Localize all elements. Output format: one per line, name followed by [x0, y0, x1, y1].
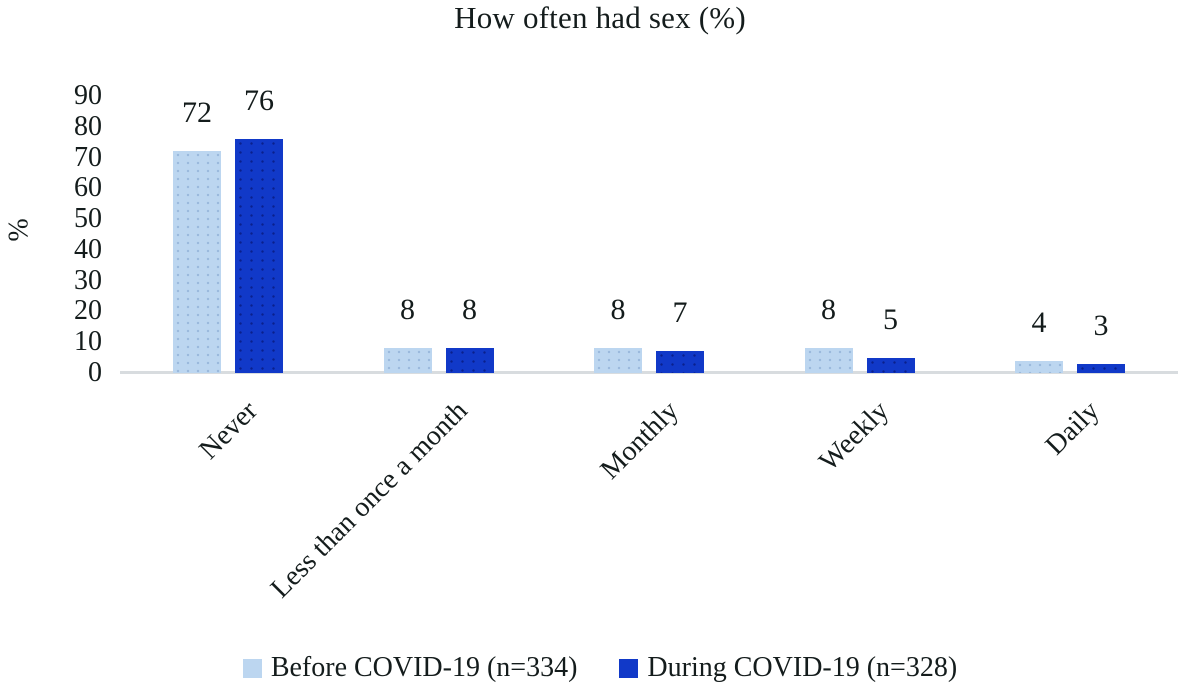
bar-value-label: 8	[821, 293, 836, 327]
bar-before-covid	[383, 348, 432, 373]
y-tick-label: 30	[74, 264, 102, 296]
chart-legend: Before COVID-19 (n=334) During COVID-19 (…	[0, 652, 1200, 684]
y-tick-label: 10	[74, 326, 102, 358]
legend-item: Before COVID-19 (n=334)	[242, 652, 578, 684]
y-tick-label: 20	[74, 295, 102, 327]
y-axis-title: %	[3, 218, 35, 242]
y-tick-label: 60	[74, 172, 102, 204]
bar-value-label: 72	[182, 96, 212, 130]
legend-swatch-icon	[242, 658, 262, 678]
bar-during-covid	[866, 357, 915, 373]
bar-value-label: 4	[1031, 305, 1047, 339]
bar-before-covid	[173, 151, 221, 373]
legend-label: Before COVID-19 (n=334)	[270, 652, 578, 683]
bar-before-covid	[1015, 360, 1063, 373]
y-tick-label: 50	[74, 203, 102, 235]
legend-item: During COVID-19 (n=328)	[619, 652, 957, 684]
y-tick-label: 90	[74, 79, 102, 111]
x-axis-category-label: Daily	[1039, 395, 1106, 462]
bar-before-covid	[594, 348, 642, 373]
bar-value-label: 8	[462, 293, 477, 327]
chart-title: How often had sex (%)	[454, 0, 746, 35]
bar-during-covid	[235, 139, 283, 373]
bar-value-label: 5	[883, 302, 898, 336]
x-axis-line	[120, 371, 1178, 374]
x-axis-category-label: Monthly	[594, 395, 685, 486]
bar-value-label: 8	[610, 293, 626, 327]
legend-label: During COVID-19 (n=328)	[647, 652, 958, 683]
bar-value-label: 76	[244, 84, 274, 118]
bar-value-label: 3	[1093, 308, 1109, 342]
x-axis-category-label: Weekly	[812, 395, 895, 478]
y-tick-label: 40	[74, 233, 102, 265]
legend-swatch-icon	[619, 658, 639, 678]
y-tick-label: 0	[88, 357, 102, 388]
bar-value-label: 8	[400, 293, 415, 327]
bar-during-covid	[1077, 363, 1125, 373]
x-axis-category-label: Never	[192, 395, 264, 466]
bar-during-covid	[445, 348, 494, 373]
x-axis-category-label: Less than once a month	[264, 395, 474, 605]
y-tick-label: 80	[74, 110, 102, 142]
y-tick-label: 70	[74, 141, 102, 173]
bar-before-covid	[804, 348, 853, 373]
bar-value-label: 7	[672, 296, 688, 330]
bar-during-covid	[656, 351, 704, 373]
